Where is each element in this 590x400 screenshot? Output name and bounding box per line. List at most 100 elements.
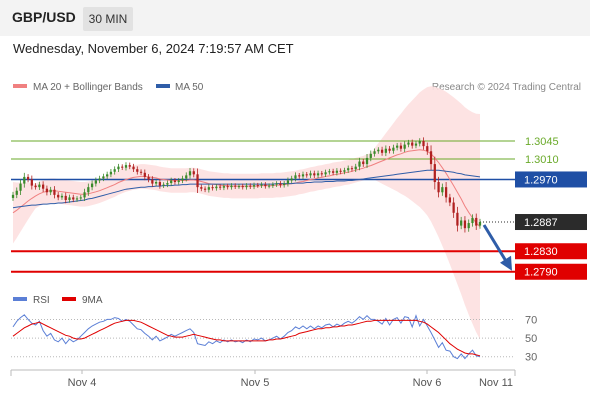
candle-body (132, 166, 135, 170)
candle-body (200, 187, 203, 189)
candle-body (456, 212, 459, 226)
candle-body (471, 217, 474, 224)
level-tag (515, 214, 587, 231)
candle-body (136, 169, 139, 172)
candle-body (234, 185, 237, 187)
candle-body (53, 189, 56, 195)
candle-body (362, 161, 365, 165)
rsi-tick-label: 50 (525, 333, 537, 345)
level-label: 1.2790 (524, 267, 558, 279)
candle-body (320, 173, 323, 175)
candle-body (460, 220, 463, 226)
rsi-line (12, 314, 481, 360)
candle-body (426, 146, 429, 152)
level-label: 1.3045 (525, 136, 559, 148)
candle-body (429, 151, 433, 165)
bollinger-band (13, 86, 480, 340)
candle-body (139, 171, 143, 173)
candle-body (41, 184, 45, 189)
candle-body (98, 178, 101, 181)
candle-body (75, 198, 79, 200)
candle-body (260, 184, 263, 186)
candle-body (452, 202, 455, 213)
candle-body (166, 183, 169, 185)
symbol-title: GBP/USD (12, 9, 76, 25)
rsi-layer: 70 50 30 (11, 314, 537, 364)
candle-body (279, 183, 282, 186)
candle-body (72, 197, 75, 200)
candle-body (211, 187, 214, 189)
candle-body (354, 166, 357, 170)
candle-body (203, 188, 207, 190)
candle-body (147, 176, 150, 180)
candle-body (467, 223, 470, 229)
candle-body (154, 182, 158, 184)
price-layer: 1.3045 1.3010 1.2970 1.2887 1.2830 1.2790 (11, 86, 587, 340)
candle-body (196, 174, 199, 188)
rsi-ma-legend-swatch (62, 297, 76, 301)
candle-body (87, 187, 90, 193)
x-ticks: Nov 4 Nov 5 Nov 6 Nov 11 (68, 370, 513, 389)
candle-body (143, 172, 146, 177)
candle-body (290, 178, 293, 181)
level-tag (515, 171, 587, 188)
forecast-arrow-head (500, 255, 512, 271)
candle-body (128, 165, 131, 167)
ma50-legend-label: MA 50 (175, 82, 204, 93)
candle-body (23, 176, 26, 184)
candle-body (339, 170, 342, 172)
timeframe-button[interactable]: 30 MIN (83, 7, 133, 31)
level-tag (515, 263, 587, 280)
candle-body (358, 161, 361, 167)
candle-body (192, 171, 195, 175)
candle-body (60, 195, 64, 198)
candle-body (294, 175, 297, 179)
candle-body (335, 170, 339, 173)
candle-body (444, 187, 448, 198)
rsi-ma-legend-label: 9MA (82, 295, 103, 306)
candle-body (64, 195, 67, 200)
candle-body (222, 186, 226, 188)
candle-body (331, 171, 335, 173)
candle-body (38, 184, 41, 188)
rsi-ma-line (12, 319, 481, 357)
candle-body (309, 173, 312, 176)
candle-body (399, 145, 403, 149)
candle-body (181, 178, 184, 181)
candle-body (230, 185, 233, 188)
candle-body (237, 186, 241, 188)
ma50-legend-swatch (156, 84, 170, 88)
candle-body (313, 173, 316, 176)
candle-body (170, 180, 173, 184)
candle-body (437, 182, 440, 193)
candle-body (245, 185, 248, 188)
candle-body (478, 222, 482, 226)
candle-body (158, 182, 162, 186)
candle-body (271, 184, 274, 186)
candle-body (173, 180, 177, 183)
candle-body (83, 192, 86, 198)
candle-body (298, 175, 301, 177)
chart-header: GBP/USD 30 MIN (0, 0, 590, 36)
candle-body (384, 148, 387, 153)
rsi-legend-label: RSI (33, 295, 50, 306)
candle-body (162, 184, 165, 186)
level-label: 1.2887 (524, 217, 558, 229)
candle-body (177, 180, 180, 183)
candle-body (305, 174, 308, 176)
candle-body (433, 164, 436, 183)
candle-body (90, 183, 94, 188)
candle-body (57, 194, 60, 198)
candle-body (411, 142, 414, 146)
candle-body (249, 185, 252, 187)
candle-body (256, 185, 259, 187)
candle-body (380, 149, 384, 153)
candle-body (369, 153, 372, 158)
candle-body (252, 185, 256, 187)
candle-body (463, 220, 467, 229)
candle-body (30, 179, 33, 186)
ma20-legend-swatch (13, 84, 27, 88)
candle-body (207, 187, 210, 190)
level-label: 1.2970 (524, 174, 558, 186)
